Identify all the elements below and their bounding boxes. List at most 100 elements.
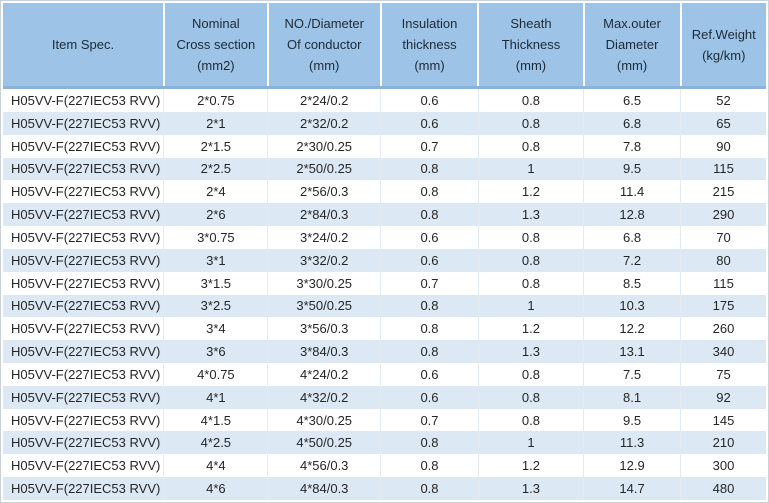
cell-insulation_thickness: 0.8	[380, 294, 479, 318]
cell-nominal_cross_section: 3*1	[163, 248, 269, 272]
table-body: H05VV-F(227IEC53 RVV) 2*0.75 2*24/0.2 0.6 0.…	[3, 87, 766, 500]
column-header-item_spec: Item Spec.	[3, 3, 165, 89]
cell-sheath_thickness: 0.8	[478, 226, 585, 249]
cell-item_spec: H05VV-F(227IEC53 RVV)	[3, 477, 165, 500]
cell-item_spec: H05VV-F(227IEC53 RVV)	[3, 134, 165, 158]
cell-no_diameter_conductor: 3*32/0.2	[267, 248, 382, 272]
cell-max_outer_diameter: 9.5	[583, 408, 681, 432]
cell-max_outer_diameter: 6.5	[583, 87, 681, 112]
table-row: H05VV-F(227IEC53 RVV) 3*0.75 3*24/0.2 0.6 0.…	[3, 226, 766, 249]
cell-no_diameter_conductor: 3*84/0.3	[267, 340, 382, 363]
cell-max_outer_diameter: 9.5	[583, 157, 681, 181]
cell-ref_weight: 92	[716, 389, 731, 405]
cell-ref_weight: 52	[716, 92, 731, 108]
table-row: H05VV-F(227IEC53 RVV) 4*4 4*56/0.3 0.8 1.2 12…	[3, 454, 766, 478]
cell-item_spec: H05VV-F(227IEC53 RVV)	[3, 431, 165, 455]
cell-max_outer_diameter: 11.3	[583, 431, 681, 455]
cell-no_diameter_conductor: 2*30/0.25	[267, 134, 382, 158]
cell-max_outer_diameter: 6.8	[583, 226, 681, 249]
cell-max_outer_diameter: 14.7	[583, 477, 681, 500]
cell-insulation_thickness: 0.7	[380, 271, 479, 295]
cell-nominal_cross_section: 2*1.5	[163, 134, 269, 158]
cell-sheath_thickness: 1	[478, 294, 585, 318]
cell-sheath_thickness: 0.8	[478, 111, 585, 135]
cell-insulation_thickness: 0.8	[380, 431, 479, 455]
cell-ref_weight: 90	[716, 138, 731, 154]
cell-ref_weight: 340	[712, 344, 735, 360]
cell-no_diameter_conductor: 2*32/0.2	[267, 111, 382, 135]
cell-sheath_thickness: 0.8	[478, 271, 585, 295]
cell-item_spec: H05VV-F(227IEC53 RVV)	[3, 248, 165, 272]
cell-nominal_cross_section: 3*6	[163, 340, 269, 363]
cell-ref_weight: 210	[712, 435, 735, 451]
cell-no_diameter_conductor: 4*50/0.25	[267, 431, 382, 455]
cell-sheath_thickness: 1	[478, 157, 585, 181]
cell-sheath_thickness: 0.8	[478, 87, 585, 112]
cell-max_outer_diameter: 12.8	[583, 203, 681, 227]
cell-nominal_cross_section: 3*2.5	[163, 294, 269, 318]
cell-no_diameter_conductor: 3*30/0.25	[267, 271, 382, 295]
cell-insulation_thickness: 0.6	[380, 248, 479, 272]
cell-no_diameter_conductor: 2*84/0.3	[267, 203, 382, 227]
cell-sheath_thickness: 0.8	[478, 362, 585, 386]
cell-ref_weight: 115	[713, 161, 734, 177]
cell-no_diameter_conductor: 2*56/0.3	[267, 180, 382, 204]
cell-nominal_cross_section: 4*1	[163, 385, 269, 409]
column-header-sheath_thickness: Sheath Thickness (mm)	[478, 3, 585, 89]
cell-item_spec: H05VV-F(227IEC53 RVV)	[3, 203, 165, 227]
cell-nominal_cross_section: 2*1	[163, 111, 269, 135]
table-row: H05VV-F(227IEC53 RVV) 2*6 2*84/0.3 0.8 1.3 12…	[3, 203, 766, 227]
table-row: H05VV-F(227IEC53 RVV) 3*4 3*56/0.3 0.8 1.2 12…	[3, 317, 766, 341]
table-row: H05VV-F(227IEC53 RVV) 2*2.5 2*50/0.25 0.8 1 9…	[3, 157, 766, 181]
cell-no_diameter_conductor: 3*50/0.25	[267, 294, 382, 318]
cell-insulation_thickness: 0.6	[380, 226, 479, 249]
cell-no_diameter_conductor: 2*50/0.25	[267, 157, 382, 181]
table-row: H05VV-F(227IEC53 RVV) 3*6 3*84/0.3 0.8 1.3 13…	[3, 340, 766, 363]
cell-nominal_cross_section: 2*2.5	[163, 157, 269, 181]
column-header-insulation_thickness: Insulation thickness (mm)	[380, 3, 480, 89]
cell-nominal_cross_section: 4*6	[163, 477, 269, 500]
cell-nominal_cross_section: 2*6	[163, 203, 269, 227]
table-row: H05VV-F(227IEC53 RVV) 2*1.5 2*30/0.25 0.7 0.…	[3, 134, 766, 158]
cell-ref_weight: 260	[712, 321, 735, 337]
cell-insulation_thickness: 0.7	[380, 134, 479, 158]
table-row: H05VV-F(227IEC53 RVV) 3*2.5 3*50/0.25 0.8 1 1…	[3, 294, 766, 318]
cell-item_spec: H05VV-F(227IEC53 RVV)	[3, 385, 165, 409]
cell-no_diameter_conductor: 3*24/0.2	[267, 226, 382, 249]
cell-sheath_thickness: 0.8	[478, 134, 585, 158]
column-header-ref_weight: Ref.Weight (kg/km)	[680, 3, 766, 89]
cell-nominal_cross_section: 2*0.75	[163, 87, 269, 112]
cell-nominal_cross_section: 4*2.5	[163, 431, 269, 455]
cell-item_spec: H05VV-F(227IEC53 RVV)	[3, 294, 165, 318]
cell-nominal_cross_section: 4*1.5	[163, 408, 269, 432]
cell-ref_weight: 145	[712, 412, 735, 428]
cell-sheath_thickness: 1.2	[478, 454, 585, 478]
cell-no_diameter_conductor: 4*30/0.25	[267, 408, 382, 432]
cell-sheath_thickness: 1	[478, 431, 585, 455]
cell-nominal_cross_section: 2*4	[163, 180, 269, 204]
cell-no_diameter_conductor: 3*56/0.3	[267, 317, 382, 341]
table-row: H05VV-F(227IEC53 RVV) 3*1 3*32/0.2 0.6 0.8 7.…	[3, 248, 766, 272]
cell-insulation_thickness: 0.8	[380, 454, 479, 478]
cell-nominal_cross_section: 3*0.75	[163, 226, 269, 249]
table-row: H05VV-F(227IEC53 RVV) 4*0.75 4*24/0.2 0.6 0.…	[3, 362, 766, 386]
cell-item_spec: H05VV-F(227IEC53 RVV)	[3, 157, 165, 181]
cell-ref_weight: 70	[716, 229, 731, 245]
cell-item_spec: H05VV-F(227IEC53 RVV)	[3, 180, 165, 204]
cell-insulation_thickness: 0.8	[380, 180, 479, 204]
cell-ref_weight: 175	[712, 298, 735, 314]
cell-insulation_thickness: 0.8	[380, 203, 479, 227]
cell-insulation_thickness: 0.6	[380, 87, 479, 112]
cell-max_outer_diameter: 10.3	[583, 294, 681, 318]
cell-item_spec: H05VV-F(227IEC53 RVV)	[3, 111, 165, 135]
cell-max_outer_diameter: 8.5	[583, 271, 681, 295]
cell-max_outer_diameter: 7.5	[583, 362, 681, 386]
cell-sheath_thickness: 1.3	[478, 340, 585, 363]
cell-sheath_thickness: 1.2	[478, 180, 585, 204]
column-header-nominal_cross_section: Nominal Cross section (mm2)	[163, 3, 269, 89]
cell-max_outer_diameter: 7.2	[583, 248, 681, 272]
cell-max_outer_diameter: 12.9	[583, 454, 681, 478]
cell-insulation_thickness: 0.8	[380, 477, 479, 500]
column-header-max_outer_diameter: Max.outer Diameter (mm)	[583, 3, 682, 89]
